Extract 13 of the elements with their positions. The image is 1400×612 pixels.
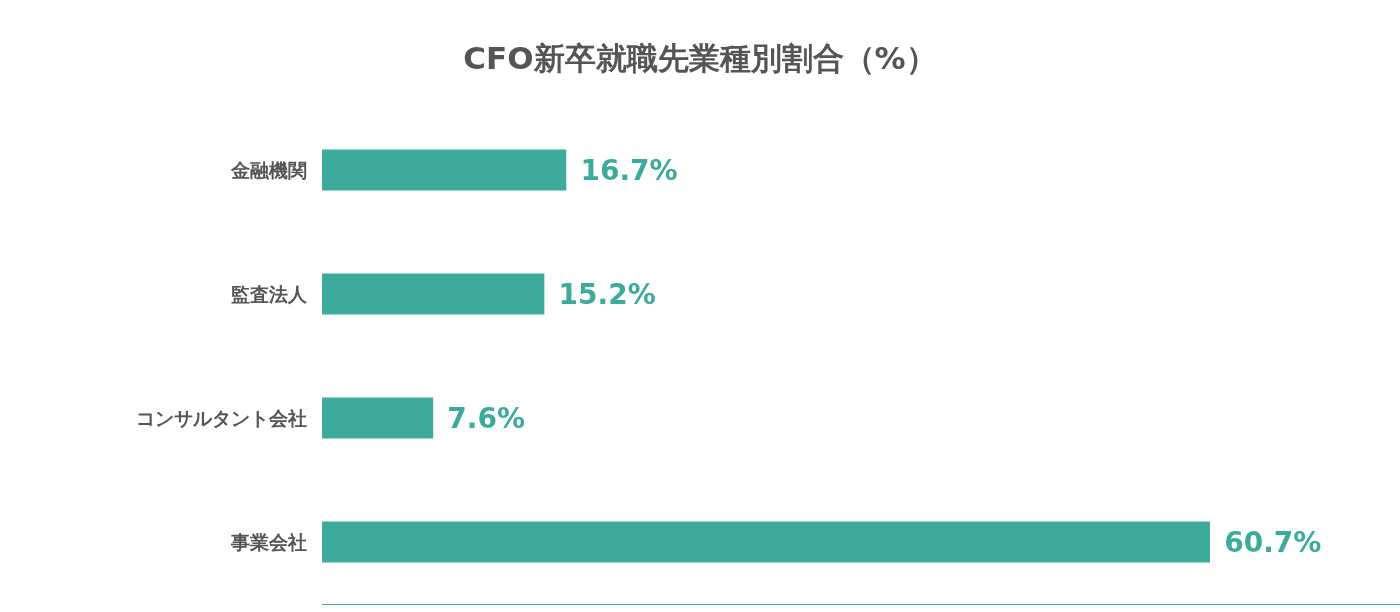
y-tick-label: 事業会社 bbox=[230, 530, 307, 553]
bar bbox=[322, 273, 545, 315]
data-label: 60.7% bbox=[1212, 525, 1322, 559]
bar bbox=[322, 397, 434, 439]
data-label: 16.7% bbox=[569, 153, 678, 187]
y-tick-label: 監査法人 bbox=[231, 282, 308, 305]
bar bbox=[322, 521, 1210, 563]
y-tick-label: コンサルタント会社 bbox=[136, 406, 307, 429]
data-label: 7.6% bbox=[436, 401, 526, 435]
data-label: 15.2% bbox=[547, 277, 656, 311]
y-tick-label: 金融機関 bbox=[230, 158, 307, 181]
bar bbox=[322, 149, 567, 191]
chart-title: CFO新卒就職先業種別割合（%） bbox=[463, 39, 937, 76]
